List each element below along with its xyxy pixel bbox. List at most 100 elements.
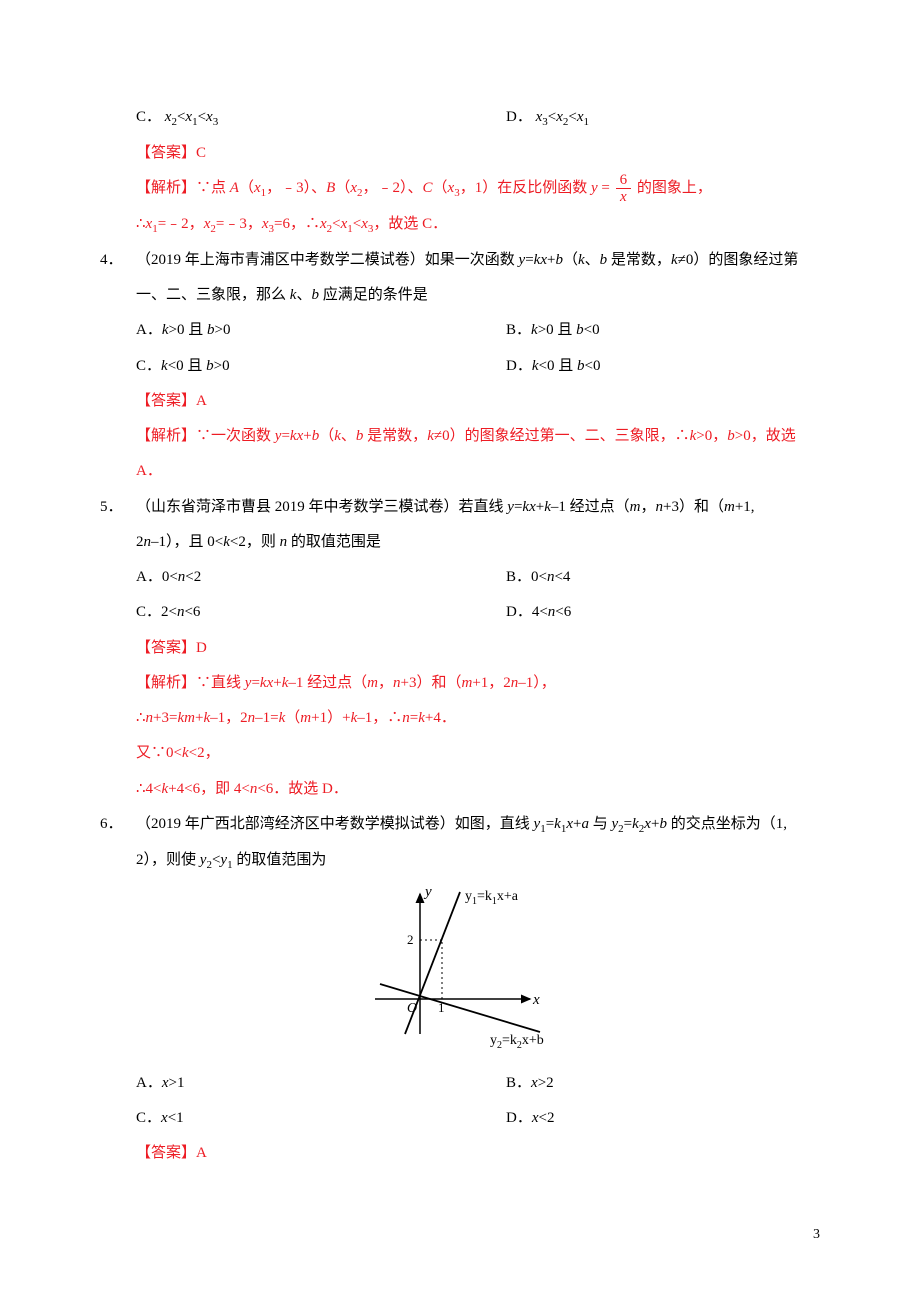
t: ， [641,499,656,515]
q4-options-ab: A．k>0 且 b>0 B．k>0 且 b<0 [100,313,820,348]
v: B [326,180,335,196]
q4-option-d: D．k<0 且 b<0 [506,349,820,384]
t: <0 且 [168,358,206,374]
t: =﹣2， [158,216,204,232]
v: k [334,428,341,444]
t: 2），则使 [136,852,200,868]
v: k [161,358,168,374]
q6-stem-2: 2），则使 y2<y1 的取值范围为 [100,843,820,879]
v: k [290,428,297,444]
t: （2019 年上海市青浦区中考数学二模试卷）如果一次函数 [136,252,519,268]
t: + [303,428,311,444]
l: D． [506,358,532,374]
v: x [566,816,573,832]
v: b [659,816,667,832]
q6-answer: 【答案】A [100,1136,820,1171]
v: y [591,180,598,196]
t: +4． [425,710,456,726]
v: k [554,816,561,832]
v: n [144,534,152,550]
v: n [402,710,410,726]
v: m [300,710,311,726]
t: < [332,216,340,232]
v: n [656,499,664,515]
v: k [162,322,169,338]
t: –1，∴ [357,710,402,726]
q4-number: 4． [100,243,136,278]
q4-explain: 【解析】∵一次函数 y=kx+b（k、b 是常数，k≠0）的图象经过第一、二、三… [100,419,820,454]
t: +1，2 [472,675,510,691]
t: 与 [589,816,612,832]
q5-option-c: C．2<n<6 [136,595,506,630]
q5-option-b: B．0<n<4 [506,560,820,595]
q4-stem: （2019 年上海市青浦区中考数学二模试卷）如果一次函数 y=kx+b（k、b … [136,243,820,278]
v: A [230,180,239,196]
v: k [182,745,189,761]
t: >0 [214,358,230,374]
t: 的取值范围为 [233,852,327,868]
v: a [581,816,589,832]
v: b [576,322,584,338]
q3-option-c: C． x2<x1<x3 [136,100,506,136]
q5-answer: 【答案】D [100,631,820,666]
q6-option-c: C．x<1 [136,1101,506,1136]
l: A． [136,1075,162,1091]
q6-option-a: A．x>1 [136,1066,506,1101]
l: C．2< [136,604,177,620]
q5-stem-2: 2n–1），且 0<k<2，则 n 的取值范围是 [100,525,820,560]
t: + [536,499,544,515]
t: <0 且 [539,358,577,374]
v: m [630,499,641,515]
l: B． [506,322,531,338]
l: B． [506,1075,531,1091]
q6: 6． （2019 年广西北部湾经济区中考数学模拟试卷）如图，直线 y1=k1x+… [100,807,820,843]
opt-label: D． [506,109,532,125]
t: –1，2 [210,710,248,726]
q6-option-d: D．x<2 [506,1101,820,1136]
t: （山东省菏泽市曹县 2019 年中考数学三模试卷）若直线 [136,499,507,515]
q4: 4． （2019 年上海市青浦区中考数学二模试卷）如果一次函数 y=kx+b（k… [100,243,820,278]
t: –1）， [518,675,556,691]
var: x [206,109,213,125]
v: b [206,358,214,374]
q5-explain-1: 【解析】∵直线 y=kx+k–1 经过点（m，n+3）和（m+1，2n–1）， [100,666,820,701]
v: k [531,322,538,338]
t: >0 且 [538,322,576,338]
t: <6 [555,604,571,620]
q6-figure: y x O 1 2 y1=k1x+a y2=k2x+b [100,884,820,1063]
q5-explain-3: 又∵0<k<2， [100,736,820,771]
t: ，故选 C． [373,216,447,232]
l: B．0< [506,569,547,585]
l: C． [136,358,161,374]
t: ，1）在反比例函数 [460,180,591,196]
l: A．0< [136,569,178,585]
v: x [262,216,269,232]
t: <4 [554,569,570,585]
t: （ [335,180,350,196]
v: m [461,675,472,691]
q3-options-cd: C． x2<x1<x3 D． x3<x2<x1 [100,100,820,136]
q5: 5． （山东省菏泽市曹县 2019 年中考数学三模试卷）若直线 y=kx+k–1… [100,490,820,525]
v: k [578,252,585,268]
q6-options-ab: A．x>1 B．x>2 [100,1066,820,1101]
v: n [146,710,154,726]
v: k [632,816,639,832]
numerator: 6 [616,172,632,190]
origin-label: O [407,1001,417,1016]
opt-label: C． [136,109,161,125]
v: x [529,499,536,515]
y-axis-label: y [423,884,432,900]
v: x [531,1075,538,1091]
t: 2 [136,534,144,550]
x-axis-label: x [532,992,540,1008]
v: m [367,675,378,691]
t: ∴ [136,216,146,232]
t: –1），且 0< [151,534,223,550]
t: 的取值范围是 [287,534,381,550]
fraction: 6x [616,172,632,206]
t: = [251,675,259,691]
var: x [556,109,563,125]
t: +1, [735,499,755,515]
v: b [555,252,563,268]
t: >0，故选 [735,428,796,444]
